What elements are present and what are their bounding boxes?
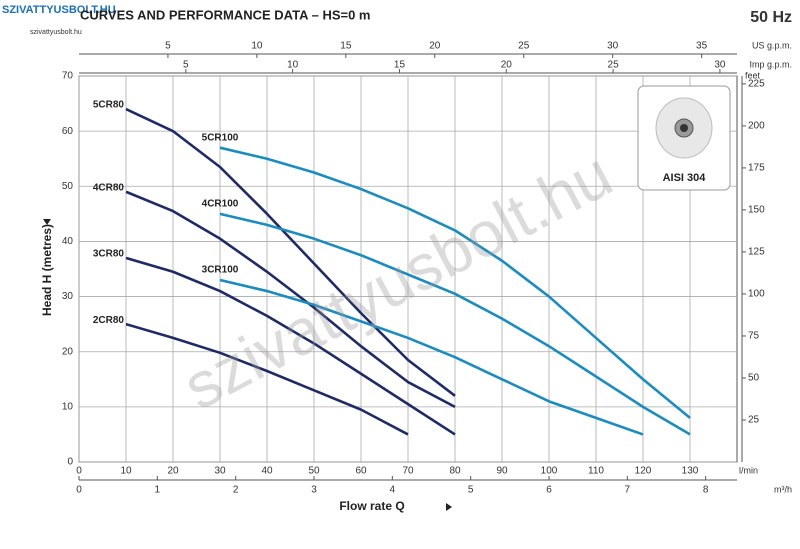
chart-title: CURVES AND PERFORMANCE DATA – HS=0 m <box>80 7 371 22</box>
frequency: 50 Hz <box>750 9 792 26</box>
y-tick-label: 30 <box>62 291 74 302</box>
x3-unit: US g.p.m. <box>752 40 792 50</box>
y-tick-label: 60 <box>62 126 74 137</box>
series-label: 5CR80 <box>93 100 125 111</box>
arrow <box>43 219 51 225</box>
x3-tick-label: 10 <box>251 41 263 52</box>
x-tick-label: 110 <box>588 466 604 477</box>
series-label: 3CR100 <box>202 265 239 276</box>
series-label: 4CR80 <box>93 182 125 193</box>
x-tick-label: 80 <box>449 466 461 477</box>
y-tick-label: 40 <box>62 236 74 247</box>
x3-tick-label: 5 <box>165 41 171 52</box>
x2-tick-label: 6 <box>546 485 552 496</box>
curve <box>125 256 456 436</box>
y2-tick-label: 150 <box>748 205 765 216</box>
x-tick-label: 90 <box>496 466 508 477</box>
curve <box>125 322 409 436</box>
x3-tick-label: 15 <box>340 41 352 52</box>
y-tick-label: 20 <box>62 346 74 357</box>
x3-tick-label: 25 <box>518 41 530 52</box>
x4-tick-label: 25 <box>608 60 620 71</box>
x4-tick-label: 5 <box>183 60 189 71</box>
x2-tick-label: 2 <box>233 485 239 496</box>
x3-tick-label: 35 <box>696 41 708 52</box>
y-axis-label: Head H (metres) <box>40 224 54 316</box>
x4-unit: Imp g.p.m. <box>749 59 792 69</box>
x4-tick-label: 15 <box>394 60 406 71</box>
curve <box>125 107 456 397</box>
curve <box>219 212 691 436</box>
y-tick-label: 10 <box>62 401 74 412</box>
curve <box>219 146 691 419</box>
y2-tick-label: 50 <box>748 373 760 384</box>
x-tick-label: 60 <box>355 466 367 477</box>
y-tick-label: 70 <box>62 71 74 82</box>
x3-tick-label: 30 <box>607 41 619 52</box>
x-tick-label: 130 <box>682 466 699 477</box>
x2-tick-label: 7 <box>625 485 631 496</box>
series-label: 4CR100 <box>202 198 239 209</box>
x-tick-label: 10 <box>120 466 132 477</box>
x3-tick-label: 20 <box>429 41 441 52</box>
x-tick-label: 0 <box>76 466 82 477</box>
x2-tick-label: 4 <box>390 485 396 496</box>
arrow <box>446 503 452 511</box>
x2-tick-label: 8 <box>703 485 709 496</box>
series-label: 5CR100 <box>202 132 239 143</box>
y2-tick-label: 100 <box>748 289 765 300</box>
y2-tick-label: 225 <box>748 79 765 90</box>
y2-tick-label: 75 <box>748 331 760 342</box>
x-tick-label: 30 <box>214 466 226 477</box>
x2-tick-label: 1 <box>155 485 161 496</box>
x2-tick-label: 0 <box>76 485 82 496</box>
y-tick-label: 50 <box>62 181 74 192</box>
y-tick-label: 0 <box>67 457 73 468</box>
logo-subtitle: szivattyusbolt.hu <box>30 29 82 36</box>
y2-tick-label: 125 <box>748 247 765 258</box>
y2-tick-label: 175 <box>748 163 765 174</box>
y2-tick-label: 25 <box>748 415 760 426</box>
x-tick-label: 50 <box>308 466 320 477</box>
inset-label: AISI 304 <box>663 172 707 184</box>
y2-unit: feet <box>745 70 761 80</box>
x2-tick-label: 5 <box>468 485 474 496</box>
x-tick-label: 100 <box>541 466 558 477</box>
impeller-hole <box>680 124 688 132</box>
x2-unit: m³/h <box>774 484 792 494</box>
x-tick-label: 120 <box>635 466 652 477</box>
x4-tick-label: 30 <box>714 60 726 71</box>
x-tick-label: 20 <box>167 466 179 477</box>
logo-title: SZIVATTYUSBOLT.HU <box>2 4 116 16</box>
series-label: 3CR80 <box>93 249 125 260</box>
y2-tick-label: 200 <box>748 121 765 132</box>
x-unit: l/min <box>739 465 758 475</box>
x2-tick-label: 3 <box>311 485 317 496</box>
series-label: 2CR80 <box>93 315 125 326</box>
curve <box>125 190 456 409</box>
curve <box>219 278 644 436</box>
x-tick-label: 70 <box>402 466 414 477</box>
x4-tick-label: 20 <box>501 60 513 71</box>
x-tick-label: 40 <box>261 466 273 477</box>
x4-tick-label: 10 <box>287 60 299 71</box>
x-axis-label: Flow rate Q <box>339 499 404 513</box>
